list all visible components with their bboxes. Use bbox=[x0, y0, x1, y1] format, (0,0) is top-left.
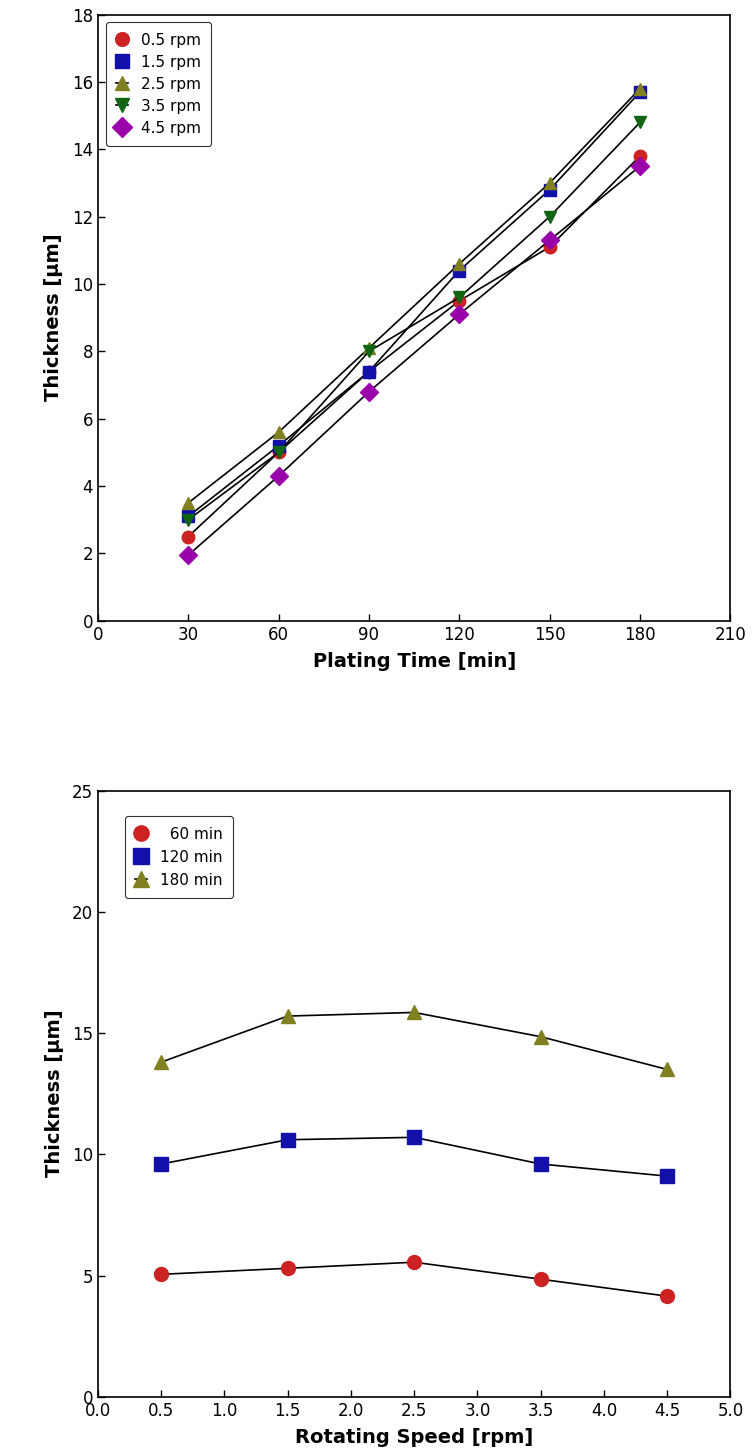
Line: 1.5 rpm: 1.5 rpm bbox=[182, 86, 646, 522]
2.5 rpm bbox=[545, 175, 554, 192]
120 min bbox=[410, 1129, 419, 1147]
180 min bbox=[410, 1004, 419, 1021]
3.5 rpm bbox=[184, 511, 193, 528]
3.5 rpm bbox=[274, 444, 283, 461]
1.5 rpm bbox=[455, 262, 464, 279]
  60 min bbox=[410, 1253, 419, 1270]
X-axis label: Plating Time [min]: Plating Time [min] bbox=[312, 652, 516, 671]
4.5 rpm bbox=[636, 157, 645, 175]
4.5 rpm bbox=[184, 547, 193, 565]
120 min bbox=[536, 1155, 545, 1173]
3.5 rpm bbox=[455, 288, 464, 306]
3.5 rpm bbox=[545, 208, 554, 226]
4.5 rpm bbox=[364, 383, 373, 400]
1.5 rpm bbox=[184, 508, 193, 525]
  60 min bbox=[536, 1270, 545, 1288]
4.5 rpm bbox=[455, 306, 464, 323]
Line: 3.5 rpm: 3.5 rpm bbox=[182, 116, 646, 527]
2.5 rpm bbox=[364, 339, 373, 356]
Line: 2.5 rpm: 2.5 rpm bbox=[182, 83, 646, 509]
Y-axis label: Thickness [μm]: Thickness [μm] bbox=[44, 234, 63, 402]
1.5 rpm bbox=[636, 83, 645, 100]
0.5 rpm bbox=[636, 147, 645, 164]
Line: 4.5 rpm: 4.5 rpm bbox=[182, 160, 646, 562]
4.5 rpm bbox=[274, 467, 283, 485]
180 min bbox=[283, 1007, 292, 1024]
Y-axis label: Thickness [μm]: Thickness [μm] bbox=[44, 1010, 63, 1177]
0.5 rpm bbox=[274, 444, 283, 461]
3.5 rpm bbox=[364, 342, 373, 359]
0.5 rpm bbox=[545, 239, 554, 256]
1.5 rpm bbox=[364, 362, 373, 380]
  60 min bbox=[663, 1288, 672, 1305]
120 min bbox=[157, 1155, 166, 1173]
Line:   60 min: 60 min bbox=[154, 1256, 674, 1304]
Line: 120 min: 120 min bbox=[154, 1131, 674, 1183]
0.5 rpm bbox=[364, 362, 373, 380]
2.5 rpm bbox=[455, 255, 464, 272]
Legend:   60 min, 120 min, 180 min: 60 min, 120 min, 180 min bbox=[124, 816, 233, 898]
1.5 rpm bbox=[545, 180, 554, 198]
Legend: 0.5 rpm, 1.5 rpm, 2.5 rpm, 3.5 rpm, 4.5 rpm: 0.5 rpm, 1.5 rpm, 2.5 rpm, 3.5 rpm, 4.5 … bbox=[105, 22, 212, 147]
180 min bbox=[663, 1061, 672, 1078]
2.5 rpm bbox=[274, 423, 283, 441]
120 min bbox=[283, 1131, 292, 1148]
0.5 rpm bbox=[184, 528, 193, 546]
180 min bbox=[536, 1027, 545, 1045]
0.5 rpm bbox=[455, 292, 464, 310]
180 min bbox=[157, 1053, 166, 1071]
  60 min bbox=[283, 1260, 292, 1277]
2.5 rpm bbox=[184, 495, 193, 512]
  60 min bbox=[157, 1266, 166, 1283]
Line: 180 min: 180 min bbox=[154, 1005, 674, 1077]
Line: 0.5 rpm: 0.5 rpm bbox=[182, 150, 646, 543]
4.5 rpm bbox=[545, 231, 554, 249]
1.5 rpm bbox=[274, 436, 283, 454]
120 min bbox=[663, 1167, 672, 1184]
3.5 rpm bbox=[636, 113, 645, 131]
2.5 rpm bbox=[636, 80, 645, 97]
X-axis label: Rotating Speed [rpm]: Rotating Speed [rpm] bbox=[295, 1427, 533, 1446]
